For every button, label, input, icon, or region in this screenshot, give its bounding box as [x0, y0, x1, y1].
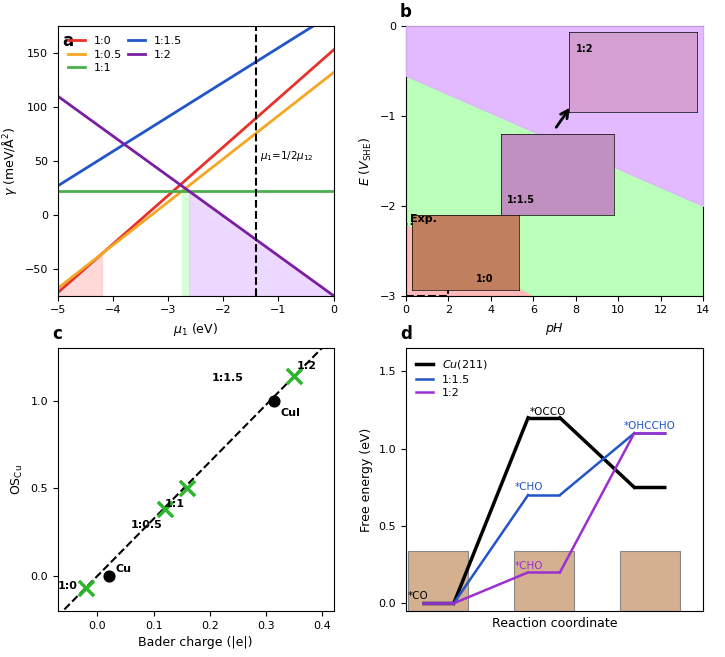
1:1	[329, 187, 338, 195]
Bar	[406, 224, 449, 296]
Point	[181, 483, 193, 493]
1:1	[223, 187, 231, 195]
1:1	[54, 187, 62, 195]
1:0.5	[54, 284, 62, 292]
Legend: 1:0, 1:0.5, 1:1, 1:1.5, 1:2: 1:0, 1:0.5, 1:1, 1:1.5, 1:2	[64, 32, 187, 78]
1:0	[223, 140, 231, 148]
Text: 1:0: 1:0	[58, 581, 78, 591]
Text: Exp.: Exp.	[410, 214, 436, 224]
1:1.5	[54, 182, 62, 190]
Point	[103, 571, 115, 581]
1:2	[218, 211, 226, 219]
1:0	[54, 288, 63, 296]
X-axis label: Bader charge (|e|): Bader charge (|e|)	[138, 636, 253, 649]
X-axis label: $pH$: $pH$	[545, 321, 564, 337]
1:1	[217, 187, 225, 195]
Text: CuI: CuI	[280, 408, 300, 418]
X-axis label: Reaction coordinate: Reaction coordinate	[492, 616, 618, 629]
1:0	[329, 46, 338, 54]
1:1	[218, 187, 226, 195]
Text: 1:2: 1:2	[297, 361, 317, 371]
Line: 1:0.5: 1:0.5	[58, 73, 334, 288]
Bar	[514, 551, 573, 611]
Text: 1:0.5: 1:0.5	[130, 520, 162, 530]
Line: 1:2: 1:2	[58, 97, 334, 296]
Line: 1:1.5: 1:1.5	[58, 13, 334, 186]
1:2	[54, 93, 62, 101]
Point	[289, 371, 300, 382]
1:1	[54, 187, 63, 195]
1:0	[303, 69, 312, 77]
1:1.5	[218, 79, 226, 87]
Text: $\mu_1$=1/2$\mu_{12}$: $\mu_1$=1/2$\mu_{12}$	[260, 148, 314, 163]
Point	[159, 504, 170, 514]
Line: 1:0: 1:0	[58, 50, 334, 292]
Text: 1:1: 1:1	[165, 499, 184, 509]
1:0.5	[303, 89, 312, 97]
1:2	[329, 292, 338, 300]
1:0.5	[223, 152, 231, 160]
Y-axis label: OS$_{\mathrm{Cu}}$: OS$_{\mathrm{Cu}}$	[10, 464, 25, 495]
1:2	[223, 214, 231, 222]
Text: d: d	[400, 325, 412, 343]
Text: b: b	[400, 3, 412, 21]
Text: *CO: *CO	[408, 591, 429, 600]
Point	[269, 396, 281, 406]
Point	[80, 583, 92, 593]
Text: 1:1.5: 1:1.5	[212, 373, 244, 383]
Legend: $\mathit{Cu(211)}$, 1:1.5, 1:2: $\mathit{Cu(211)}$, 1:1.5, 1:2	[412, 353, 492, 402]
1:2	[217, 210, 225, 218]
X-axis label: $\mu_1$ (eV): $\mu_1$ (eV)	[173, 321, 218, 338]
1:0.5	[54, 283, 63, 291]
1:0	[54, 288, 62, 296]
1:1.5	[54, 181, 63, 189]
1:1.5	[217, 79, 225, 87]
1:0.5	[329, 69, 338, 77]
Text: *CHO: *CHO	[514, 482, 543, 493]
Y-axis label: $\gamma$ (meV/Å$^2$): $\gamma$ (meV/Å$^2$)	[0, 126, 20, 196]
1:1.5	[286, 37, 294, 45]
Text: c: c	[52, 325, 62, 343]
1:0	[217, 145, 225, 153]
1:1.5	[223, 76, 231, 84]
1:0	[286, 84, 294, 92]
Text: a: a	[62, 32, 73, 50]
Bar	[408, 551, 468, 611]
1:0.5	[286, 102, 294, 110]
1:2	[286, 260, 294, 268]
Bar	[621, 551, 680, 611]
1:2	[303, 273, 312, 281]
Text: *OHCCHO: *OHCCHO	[624, 420, 676, 430]
Text: Cu: Cu	[115, 564, 131, 574]
Text: *OCCO: *OCCO	[530, 407, 566, 417]
1:1.5	[329, 9, 338, 17]
Y-axis label: Free energy (eV): Free energy (eV)	[360, 428, 373, 532]
1:1	[303, 187, 312, 195]
Y-axis label: $E$ ($V_{\mathrm{SHE}}$): $E$ ($V_{\mathrm{SHE}}$)	[358, 137, 374, 185]
1:1	[286, 187, 294, 195]
Text: *CHO: *CHO	[514, 561, 543, 572]
1:1.5	[303, 26, 312, 34]
1:2	[54, 93, 63, 101]
1:0.5	[218, 156, 226, 164]
1:0	[218, 144, 226, 152]
1:0.5	[217, 156, 225, 164]
